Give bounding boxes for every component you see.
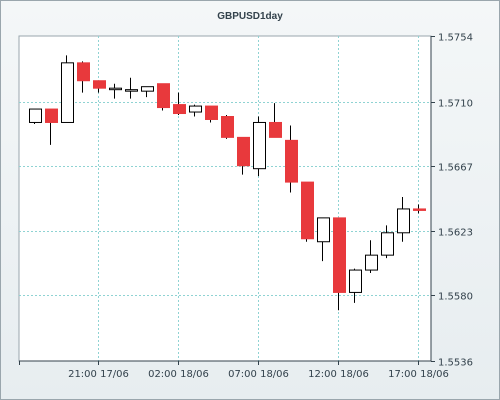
candle-body-down [77,62,90,82]
candles [29,55,426,311]
candle-body-down [301,181,314,240]
candle-body-down [413,208,426,211]
y-tick-label: 1.5623 [438,228,473,239]
candle-body-down [237,136,250,167]
candle-body-down [285,139,298,183]
candle-body-up [61,62,74,123]
candle-body-up [253,121,266,170]
candle-body-down [269,121,282,138]
candle-body-up [397,208,410,234]
candle-body-down [221,116,234,138]
y-tick-label: 1.5754 [438,33,473,44]
candle-body-down [333,217,346,293]
candle-body-down [93,80,106,89]
candle-body-down [157,83,170,109]
candle-body-up [189,105,202,113]
candle-body-up [317,217,330,243]
axes: 1.5536 1.5580 1.5623 1.5667 1.5710 1.5754 21:0… [19,33,473,380]
candle-body-up [349,269,362,293]
chart-title: GBPUSD1day [217,11,283,22]
candle-body-up [125,89,138,92]
candle-body-up [109,87,122,91]
candle-body-up [141,86,154,92]
candle-body-down [45,108,58,123]
candle-body-up [29,108,42,123]
candle-body-up [365,254,378,271]
y-tick-label: 1.5580 [438,292,473,303]
x-tick-label: 07:00 18/06 [228,369,289,380]
x-tick-label: 12:00 18/06 [308,369,369,380]
y-tick-label: 1.5710 [438,99,473,110]
plot-area [18,35,432,362]
x-tick-label: 02:00 18/06 [148,369,209,380]
candle-body-down [173,104,186,115]
x-tick-label: 17:00 18/06 [388,369,449,380]
x-tick-label: 21:00 17/06 [68,369,129,380]
candle-body-up [381,232,394,256]
y-tick-label: 1.5667 [438,163,473,174]
y-tick-label: 1.5536 [438,358,473,369]
grid [19,36,431,361]
candle-body-down [205,105,218,120]
